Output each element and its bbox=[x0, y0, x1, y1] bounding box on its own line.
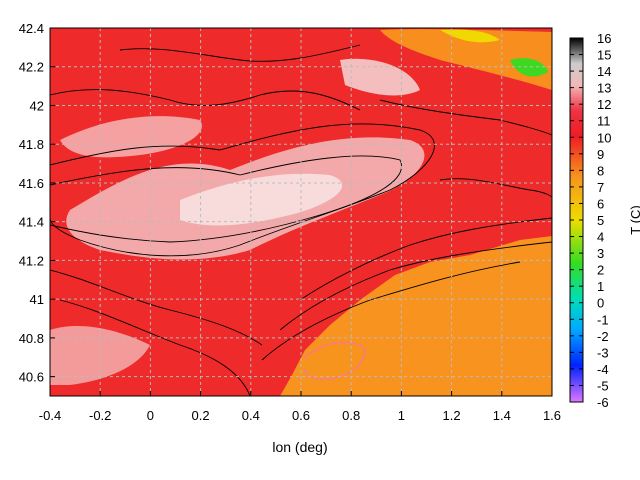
colorbar-tick-label: 5 bbox=[597, 213, 604, 228]
y-tick-label: 40.8 bbox=[19, 331, 44, 346]
x-tick-label: -0.2 bbox=[89, 408, 111, 423]
colorbar-tick-label: 15 bbox=[597, 48, 611, 63]
contour-line bbox=[303, 341, 366, 380]
colorbar-tick-label: 7 bbox=[597, 180, 604, 195]
colorbar-tick-label: 4 bbox=[597, 230, 604, 245]
x-axis-ticks: -0.4 -0.2 0 0.2 0.4 0.6 0.8 1 1.2 1.4 1.6 bbox=[39, 391, 561, 423]
temperature-patch bbox=[510, 58, 548, 77]
y-tick-label: 42.2 bbox=[19, 60, 44, 75]
temperature-patch bbox=[60, 116, 202, 158]
y-tick-label: 42 bbox=[30, 98, 44, 113]
colorbar-tick-label: 3 bbox=[597, 246, 604, 261]
x-tick-label: 1.2 bbox=[443, 408, 461, 423]
y-tick-label: 40.6 bbox=[19, 370, 44, 385]
grid-lines bbox=[50, 28, 552, 396]
temperature-patch bbox=[180, 173, 343, 226]
x-tick-label: 1.6 bbox=[543, 408, 561, 423]
contour-line bbox=[50, 269, 263, 346]
temperature-patch bbox=[300, 341, 380, 385]
colorbar-tick-label: 6 bbox=[597, 196, 604, 211]
contour-line bbox=[59, 299, 251, 396]
x-tick-label: 0.2 bbox=[192, 408, 210, 423]
x-tick-label: 0.6 bbox=[292, 408, 310, 423]
temperature-patch bbox=[380, 29, 552, 90]
x-tick-label: 0.4 bbox=[242, 408, 260, 423]
temperature-patch bbox=[340, 58, 420, 96]
colorbar-tick-label: 8 bbox=[597, 163, 604, 178]
contour-line bbox=[50, 123, 435, 257]
colorbar-tick-label: -3 bbox=[597, 345, 609, 360]
contour-line bbox=[379, 99, 552, 136]
colorbar-tick-label: 13 bbox=[597, 81, 611, 96]
x-tick-label: 1.4 bbox=[493, 408, 511, 423]
x-tick-label: 1 bbox=[398, 408, 405, 423]
y-axis-ticks: 40.6 40.8 41 41.2 41.4 41.6 41.8 42 42.2 42.4 bbox=[19, 21, 55, 385]
x-tick-label: 0 bbox=[147, 408, 154, 423]
y-tick-label: 41 bbox=[30, 292, 44, 307]
colorbar-tick-label: -5 bbox=[597, 378, 609, 393]
colorbar-tick-label: 9 bbox=[597, 147, 604, 162]
colorbar-tick-label: 10 bbox=[597, 130, 611, 145]
colorbar-tick-label: 1 bbox=[597, 279, 604, 294]
contour-line bbox=[119, 44, 361, 62]
colorbar-tick-label: -1 bbox=[597, 312, 609, 327]
y-tick-label: 41.2 bbox=[19, 253, 44, 268]
colorbar-tick-label: 16 bbox=[597, 31, 611, 46]
contour-line bbox=[439, 178, 552, 199]
y-tick-label: 41.4 bbox=[19, 215, 44, 230]
contour-line bbox=[299, 217, 552, 301]
colorbar-label: T (C) bbox=[628, 205, 640, 234]
y-tick-label: 41.8 bbox=[19, 137, 44, 152]
colorbar-tick-label: 12 bbox=[597, 97, 611, 112]
warm-patches bbox=[50, 29, 552, 385]
contour-line bbox=[50, 89, 361, 111]
contour-line bbox=[279, 241, 552, 331]
contour-line bbox=[50, 155, 402, 243]
colorbar-tick-label: -6 bbox=[597, 395, 609, 410]
colorbar-tick-label: 0 bbox=[597, 296, 604, 311]
x-tick-label: -0.4 bbox=[39, 408, 61, 423]
temperature-patch bbox=[440, 29, 500, 43]
colorbar-tick-label: 14 bbox=[597, 64, 611, 79]
temperature-patch bbox=[50, 325, 150, 385]
colorbar-tick-label: 2 bbox=[597, 263, 604, 278]
colorbar-tick-label: -4 bbox=[597, 362, 609, 377]
y-tick-label: 41.6 bbox=[19, 176, 44, 191]
colorbar-tick-label: 11 bbox=[597, 114, 611, 129]
x-tick-label: 0.8 bbox=[342, 408, 360, 423]
y-tick-label: 42.4 bbox=[19, 21, 44, 36]
x-axis-label: lon (deg) bbox=[272, 439, 327, 455]
colorbar-tick-label: -2 bbox=[597, 329, 609, 344]
